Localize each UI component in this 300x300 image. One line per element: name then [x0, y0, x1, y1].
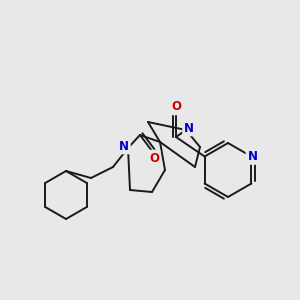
Text: N: N	[248, 150, 257, 163]
Text: N: N	[119, 140, 129, 152]
Text: O: O	[171, 100, 181, 113]
Text: N: N	[184, 122, 194, 134]
Text: O: O	[149, 152, 159, 164]
